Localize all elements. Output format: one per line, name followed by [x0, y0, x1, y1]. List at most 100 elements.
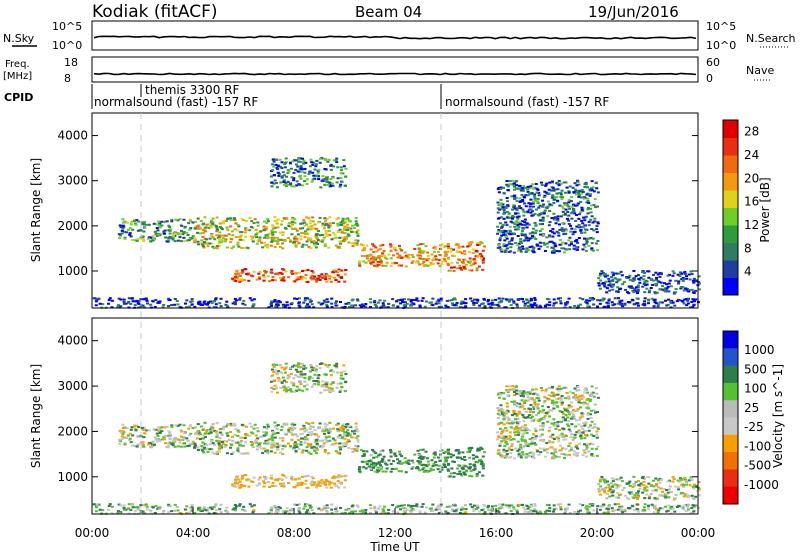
power-echo-cell — [302, 301, 306, 304]
velocity-echo-cell — [396, 458, 400, 461]
velocity-echo-cell — [552, 394, 556, 397]
velocity-echo-cell — [543, 449, 547, 452]
velocity-echo-cell — [138, 505, 142, 508]
velocity-echo-cell — [533, 437, 537, 440]
velocity-echo-cell — [598, 480, 602, 483]
power-echo-cell — [604, 280, 608, 283]
power-echo-cell — [575, 246, 579, 249]
velocity-echo-cell — [443, 460, 447, 463]
velocity-echo-cell — [455, 507, 459, 510]
power-echo-cell — [182, 230, 186, 233]
velocity-echo-cell — [416, 467, 420, 470]
power-echo-cell — [565, 302, 569, 305]
power-echo-cell — [356, 229, 360, 232]
power-echo-cell — [214, 297, 218, 300]
power-echo-cell — [654, 302, 658, 305]
velocity-echo-cell — [214, 503, 218, 506]
velocity-echo-cell — [257, 445, 261, 448]
power-echo-cell — [292, 177, 296, 180]
power-echo-cell — [461, 262, 465, 265]
velocity-echo-cell — [324, 364, 328, 367]
power-echo-cell — [416, 299, 420, 302]
power-echo-cell — [459, 302, 463, 305]
velocity-echo-cell — [359, 449, 363, 452]
power-echo-cell — [564, 229, 568, 232]
velocity-echo-cell — [557, 397, 561, 400]
power-echo-cell — [540, 223, 545, 226]
velocity-echo-cell — [279, 429, 283, 432]
velocity-echo-cell — [521, 395, 526, 398]
power-echo-cell — [518, 197, 522, 200]
power-echo-cell — [156, 229, 160, 232]
power-echo-cell — [429, 301, 433, 304]
velocity-echo-cell — [528, 392, 532, 395]
power-echo-cell — [288, 239, 292, 242]
power-echo-cell — [334, 304, 338, 307]
power-echo-cell — [521, 208, 525, 211]
velocity-echo-cell — [516, 429, 520, 432]
power-echo-cell — [311, 178, 315, 181]
velocity-echo-cell — [287, 375, 291, 378]
power-echo-cell — [329, 168, 333, 171]
power-echo-cell — [475, 267, 479, 270]
power-echo-cell — [525, 236, 529, 239]
power-echo-cell — [460, 261, 464, 264]
power-echo-cell — [420, 299, 424, 302]
power-echo-cell — [282, 268, 286, 271]
power-echo-cell — [457, 245, 461, 248]
power-echo-cell — [684, 287, 688, 290]
velocity-echo-cell — [616, 503, 621, 506]
power-echo-cell — [302, 162, 306, 165]
velocity-echo-cell — [669, 491, 673, 494]
velocity-echo-cell — [628, 484, 632, 487]
velocity-echo-cell — [518, 452, 522, 455]
power-echo-cell — [119, 226, 123, 229]
velocity-echo-cell — [163, 435, 167, 438]
power-echo-cell — [574, 219, 578, 222]
velocity-echo-cell — [173, 503, 177, 506]
velocity-echo-cell — [536, 394, 540, 397]
velocity-echo-cell — [328, 427, 332, 430]
velocity-echo-cell — [608, 495, 612, 498]
power-echo-cell — [134, 223, 138, 226]
power-echo-cell — [324, 278, 328, 281]
power-echo-cell — [392, 254, 396, 257]
power-echo-cell — [266, 218, 270, 221]
power-echo-cell — [559, 302, 563, 305]
velocity-echo-cell — [434, 460, 438, 464]
power-echo-cell — [266, 275, 270, 278]
power-echo-cell — [171, 234, 175, 237]
power-echo-cell — [598, 302, 602, 305]
velocity-echo-cell — [432, 456, 436, 459]
nave-ytick-high: 60 — [706, 56, 720, 69]
velocity-echo-cell — [291, 478, 295, 481]
power-echo-cell — [299, 237, 303, 240]
power-echo-cell — [276, 226, 280, 229]
velocity-echo-cell — [156, 434, 160, 437]
velocity-echo-cell — [294, 451, 298, 454]
velocity-echo-cell — [566, 416, 570, 419]
power-echo-cell — [344, 175, 348, 178]
velocity-echo-cell — [151, 440, 155, 443]
power-echo-cell — [597, 277, 601, 280]
power-echo-cell — [394, 249, 398, 252]
power-echo-cell — [96, 298, 100, 301]
velocity-echo-cell — [539, 386, 543, 389]
power-echo-cell — [407, 257, 411, 260]
power-echo-cell — [532, 251, 536, 254]
power-echo-cell — [292, 185, 296, 188]
power-echo-cell — [309, 300, 313, 303]
power-ytick-label: 2000 — [57, 219, 88, 233]
power-echo-cell — [653, 291, 657, 294]
velocity-echo-cell — [568, 413, 572, 416]
velocity-echo-cell — [519, 412, 523, 415]
power-echo-cell — [525, 226, 529, 229]
power-echo-cell — [607, 284, 611, 287]
velocity-echo-cell — [203, 421, 207, 424]
power-echo-cell — [200, 239, 204, 242]
power-echo-cell — [341, 172, 345, 175]
power-echo-cell — [503, 239, 507, 242]
velocity-echo-cell — [611, 485, 615, 488]
velocity-echo-cell — [303, 427, 307, 430]
velocity-echo-cell — [558, 410, 562, 413]
